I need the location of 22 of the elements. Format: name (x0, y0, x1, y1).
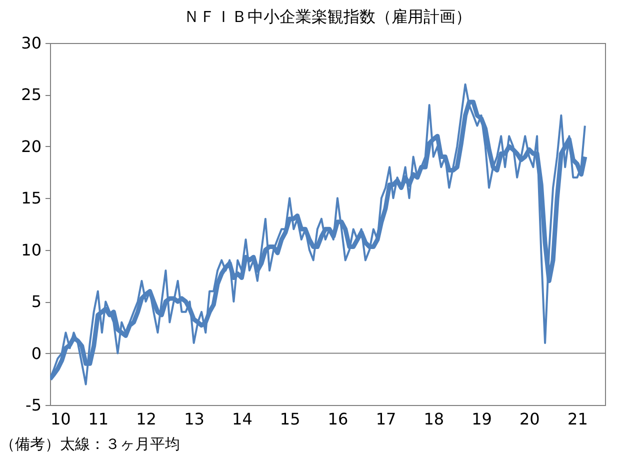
x-tick-label: 20 (519, 410, 540, 428)
x-tick-label: 16 (328, 410, 348, 428)
x-tick-label: 15 (280, 410, 300, 428)
y-tick-label: 5 (31, 292, 42, 312)
x-tick-label: 10 (50, 410, 71, 428)
y-tick-label: 15 (21, 188, 42, 208)
x-tick-label: 18 (424, 410, 444, 428)
x-tick-label: 11 (88, 410, 109, 428)
x-tick-label: 13 (184, 410, 204, 428)
y-tick-label: -5 (26, 396, 42, 414)
text: （備考）太線：３ヶ月平均 (0, 435, 180, 453)
y-tick-label: 0 (31, 344, 42, 363)
y-tick-label: 20 (21, 136, 42, 156)
x-tick-label: 12 (136, 410, 156, 428)
x-tick-label: 19 (472, 410, 492, 428)
x-tick-label: 21 (568, 410, 588, 428)
x-tick-label: 14 (232, 410, 252, 428)
y-tick-label: 10 (21, 240, 42, 260)
y-tick-label: 25 (21, 85, 42, 104)
x-tick-label: 17 (376, 410, 396, 428)
chart-title: ＮＦＩＢ中小企業楽観指数（雇用計画） (184, 7, 472, 26)
y-tick-label: 30 (21, 34, 42, 52)
